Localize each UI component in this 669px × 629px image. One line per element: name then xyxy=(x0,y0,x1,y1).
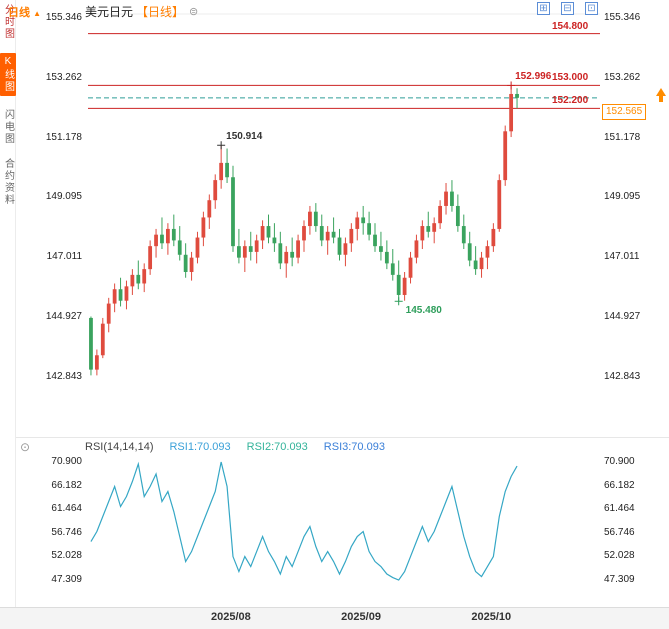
price-axis-label-right: 147.011 xyxy=(604,251,640,263)
period-tag: 【日线】 xyxy=(136,5,185,19)
sidebar-tab-timeshare[interactable]: 分时图 xyxy=(2,4,14,40)
price-axis-label-right: 149.095 xyxy=(604,191,641,203)
multi-chart-icon[interactable]: ⊟ xyxy=(561,2,574,15)
date-axis-label: 2025/08 xyxy=(210,611,251,623)
date-axis-label: 2025/10 xyxy=(471,611,512,623)
price-axis-label-left: 153.262 xyxy=(45,71,82,83)
price-axis-label-right: 151.178 xyxy=(604,131,641,143)
left-sidebar: 分时图 K线图 闪电图 合约资料 xyxy=(0,0,16,607)
price-axis-label-left: 147.011 xyxy=(46,251,82,263)
rsi-axis-label-left: 70.900 xyxy=(51,456,82,467)
rsi-axis-label-left: 47.309 xyxy=(51,574,82,585)
layout-toolbar: ⊞ ⊟ ⊡ xyxy=(537,2,598,15)
price-axis-label-right: 153.262 xyxy=(604,71,641,83)
chart-header: 美元日元 【日线】 ⊜ xyxy=(85,3,198,20)
price-axis-label-left: 149.095 xyxy=(45,191,82,203)
price-axis-label-left: 144.927 xyxy=(45,311,82,323)
rsi-axis-label-right: 47.309 xyxy=(604,574,635,585)
bottom-bar xyxy=(0,607,669,629)
price-axis-label-right: 144.927 xyxy=(604,311,641,323)
price-axis-label-left: 151.178 xyxy=(45,131,82,143)
price-line-label: 154.800 xyxy=(552,20,589,32)
period-selector-label: 日线 xyxy=(8,7,30,19)
price-alert-arrow-icon xyxy=(655,87,667,104)
sidebar-tab-lightning[interactable]: 闪电图 xyxy=(2,109,14,145)
rsi-axis-label-left: 66.182 xyxy=(51,479,82,491)
chevron-up-icon: ▲ xyxy=(33,9,41,18)
indicator-settings-icon[interactable]: ⊙ xyxy=(20,440,31,454)
rsi-axis-label-left: 52.028 xyxy=(51,550,82,562)
rsi3-value: RSI3:70.093 xyxy=(323,441,385,453)
rsi-axis-label-right: 56.746 xyxy=(604,526,635,538)
rsi-axis-label-right: 52.028 xyxy=(604,550,635,562)
rsi2-value: RSI2:70.093 xyxy=(246,441,308,453)
rsi-header: RSI(14,14,14) RSI1:70.093 RSI2:70.093 RS… xyxy=(85,441,385,453)
price-axis-label-right: 155.346 xyxy=(604,12,641,23)
date-axis-label: 2025/09 xyxy=(341,611,381,623)
price-axis-label-left: 155.346 xyxy=(45,12,82,23)
sidebar-tab-kline[interactable]: K线图 xyxy=(0,53,16,96)
period-selector[interactable]: 日线 ▲ xyxy=(8,4,41,20)
price-axis-label-right: 142.843 xyxy=(604,371,641,382)
price-annotation: 152.996 xyxy=(515,71,552,83)
rsi-axis-label-left: 56.746 xyxy=(51,526,82,538)
current-price-label: 152.565 xyxy=(602,103,647,120)
rsi1-value: RSI1:70.093 xyxy=(169,441,231,453)
price-annotation: 145.480 xyxy=(405,305,442,317)
price-line-label: 152.200 xyxy=(552,95,589,107)
price-annotation: 150.914 xyxy=(226,131,263,143)
grid-layout-icon[interactable]: ⊞ xyxy=(537,2,550,15)
symbol-title: 美元日元 xyxy=(85,5,134,19)
rsi-axis-label-left: 61.464 xyxy=(51,503,82,515)
panel-divider xyxy=(0,437,669,438)
rsi-axis-label-right: 61.464 xyxy=(604,503,635,515)
panel-layout-icon[interactable]: ⊡ xyxy=(585,2,598,15)
rsi-label: RSI(14,14,14) xyxy=(85,441,154,453)
settings-icon[interactable]: ⊜ xyxy=(189,6,199,18)
sidebar-tab-contract-info[interactable]: 合约资料 xyxy=(2,158,14,206)
price-line-label: 153.000 xyxy=(552,72,589,84)
rsi-axis-label-right: 70.900 xyxy=(604,456,635,467)
price-axis-label-left: 142.843 xyxy=(45,371,82,382)
rsi-axis-label-right: 66.182 xyxy=(604,479,635,491)
